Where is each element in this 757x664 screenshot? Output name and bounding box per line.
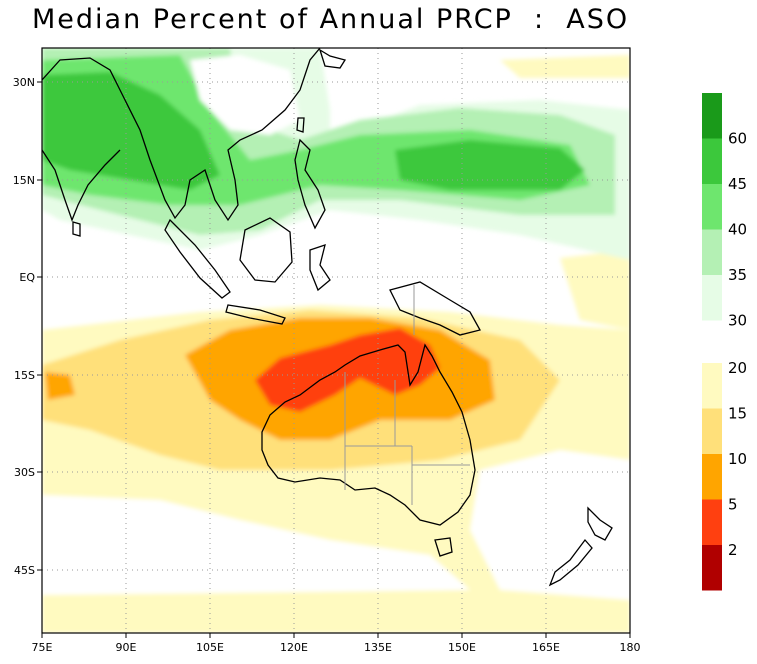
coast-tasmania xyxy=(434,537,453,557)
coast-australia xyxy=(261,343,476,526)
coast-india xyxy=(42,149,121,222)
coast-new-guinea xyxy=(389,281,481,336)
colorbar-label: 35 xyxy=(728,266,747,284)
coast-sri-lanka xyxy=(72,221,81,237)
colorbar-swatch xyxy=(702,138,722,184)
lon-tick-label: 105E xyxy=(196,641,224,654)
political-borders xyxy=(344,285,470,505)
colorbar-label: 45 xyxy=(728,175,747,193)
coast-borneo xyxy=(239,217,293,283)
map-title: Median Percent of Annual PRCP : ASO xyxy=(32,4,630,35)
lat-tick-label: EQ xyxy=(19,271,35,284)
colorbar-label: 20 xyxy=(728,359,747,377)
coast-new-zealand-north xyxy=(587,506,613,541)
lon-tick-label: 165E xyxy=(532,641,560,654)
map-plot-area xyxy=(42,48,630,633)
coast-new-zealand-south xyxy=(548,538,593,587)
lon-tick-label: 150E xyxy=(448,641,476,654)
colorbar-swatch xyxy=(702,275,722,321)
lon-tick-label: 90E xyxy=(116,641,137,654)
colorbar-swatch xyxy=(702,499,722,545)
colorbar-swatch xyxy=(702,408,722,454)
coast-taiwan xyxy=(296,117,305,133)
lat-tick-label: 45S xyxy=(14,564,35,577)
lat-tick-label: 30S xyxy=(14,466,35,479)
colorbar-swatch xyxy=(702,229,722,275)
lon-tick-label: 120E xyxy=(280,641,308,654)
lat-tick-label: 15S xyxy=(14,369,35,382)
lon-tick-label: 180 xyxy=(620,641,641,654)
colorbar-label: 60 xyxy=(728,130,747,148)
axis-ticks: 75E 90E 105E 120E 135E 150E 165E 180 30N 15N EQ 15S… xyxy=(13,76,641,654)
colorbar-swatch xyxy=(702,454,722,500)
map-frame xyxy=(41,47,631,634)
shade-15-20-north-strip xyxy=(500,55,630,78)
coast-sulawesi xyxy=(309,244,331,292)
colorbar-label: 5 xyxy=(728,496,738,514)
lon-tick-label: 75E xyxy=(32,641,53,654)
lon-tick-label: 135E xyxy=(364,641,392,654)
coast-sumatra xyxy=(164,218,231,299)
coast-java xyxy=(225,304,286,325)
colorbar-swatch xyxy=(702,184,722,230)
shade-45-60 xyxy=(42,72,220,190)
shade-45-60-pacific xyxy=(395,140,585,190)
colorbar-label: 2 xyxy=(728,541,738,559)
shade-2-5 xyxy=(255,328,440,412)
colorbar-label: 15 xyxy=(728,405,747,423)
colorbar-label: 30 xyxy=(728,312,747,330)
colorbar-swatch xyxy=(702,363,722,409)
shade-5-10-west xyxy=(45,372,75,400)
grid-lines xyxy=(42,48,630,633)
coast-mainland-asia xyxy=(42,48,321,222)
lat-tick-label: 15N xyxy=(13,174,35,187)
coast-japan xyxy=(318,48,347,69)
coastlines xyxy=(42,48,613,587)
shade-15-20-east xyxy=(560,250,630,330)
white-tasman xyxy=(470,450,630,600)
coast-philippines xyxy=(294,138,326,230)
colorbar-label: 40 xyxy=(728,221,747,239)
colorbar: 60 45 40 35 30 20 15 10 5 2 xyxy=(702,93,747,591)
white-china xyxy=(190,55,300,135)
colorbar-swatch xyxy=(702,545,722,591)
colorbar-swatch xyxy=(702,93,722,139)
lat-tick-label: 30N xyxy=(13,76,35,89)
shaded-field-layer xyxy=(42,48,630,633)
colorbar-label: 10 xyxy=(728,450,747,468)
